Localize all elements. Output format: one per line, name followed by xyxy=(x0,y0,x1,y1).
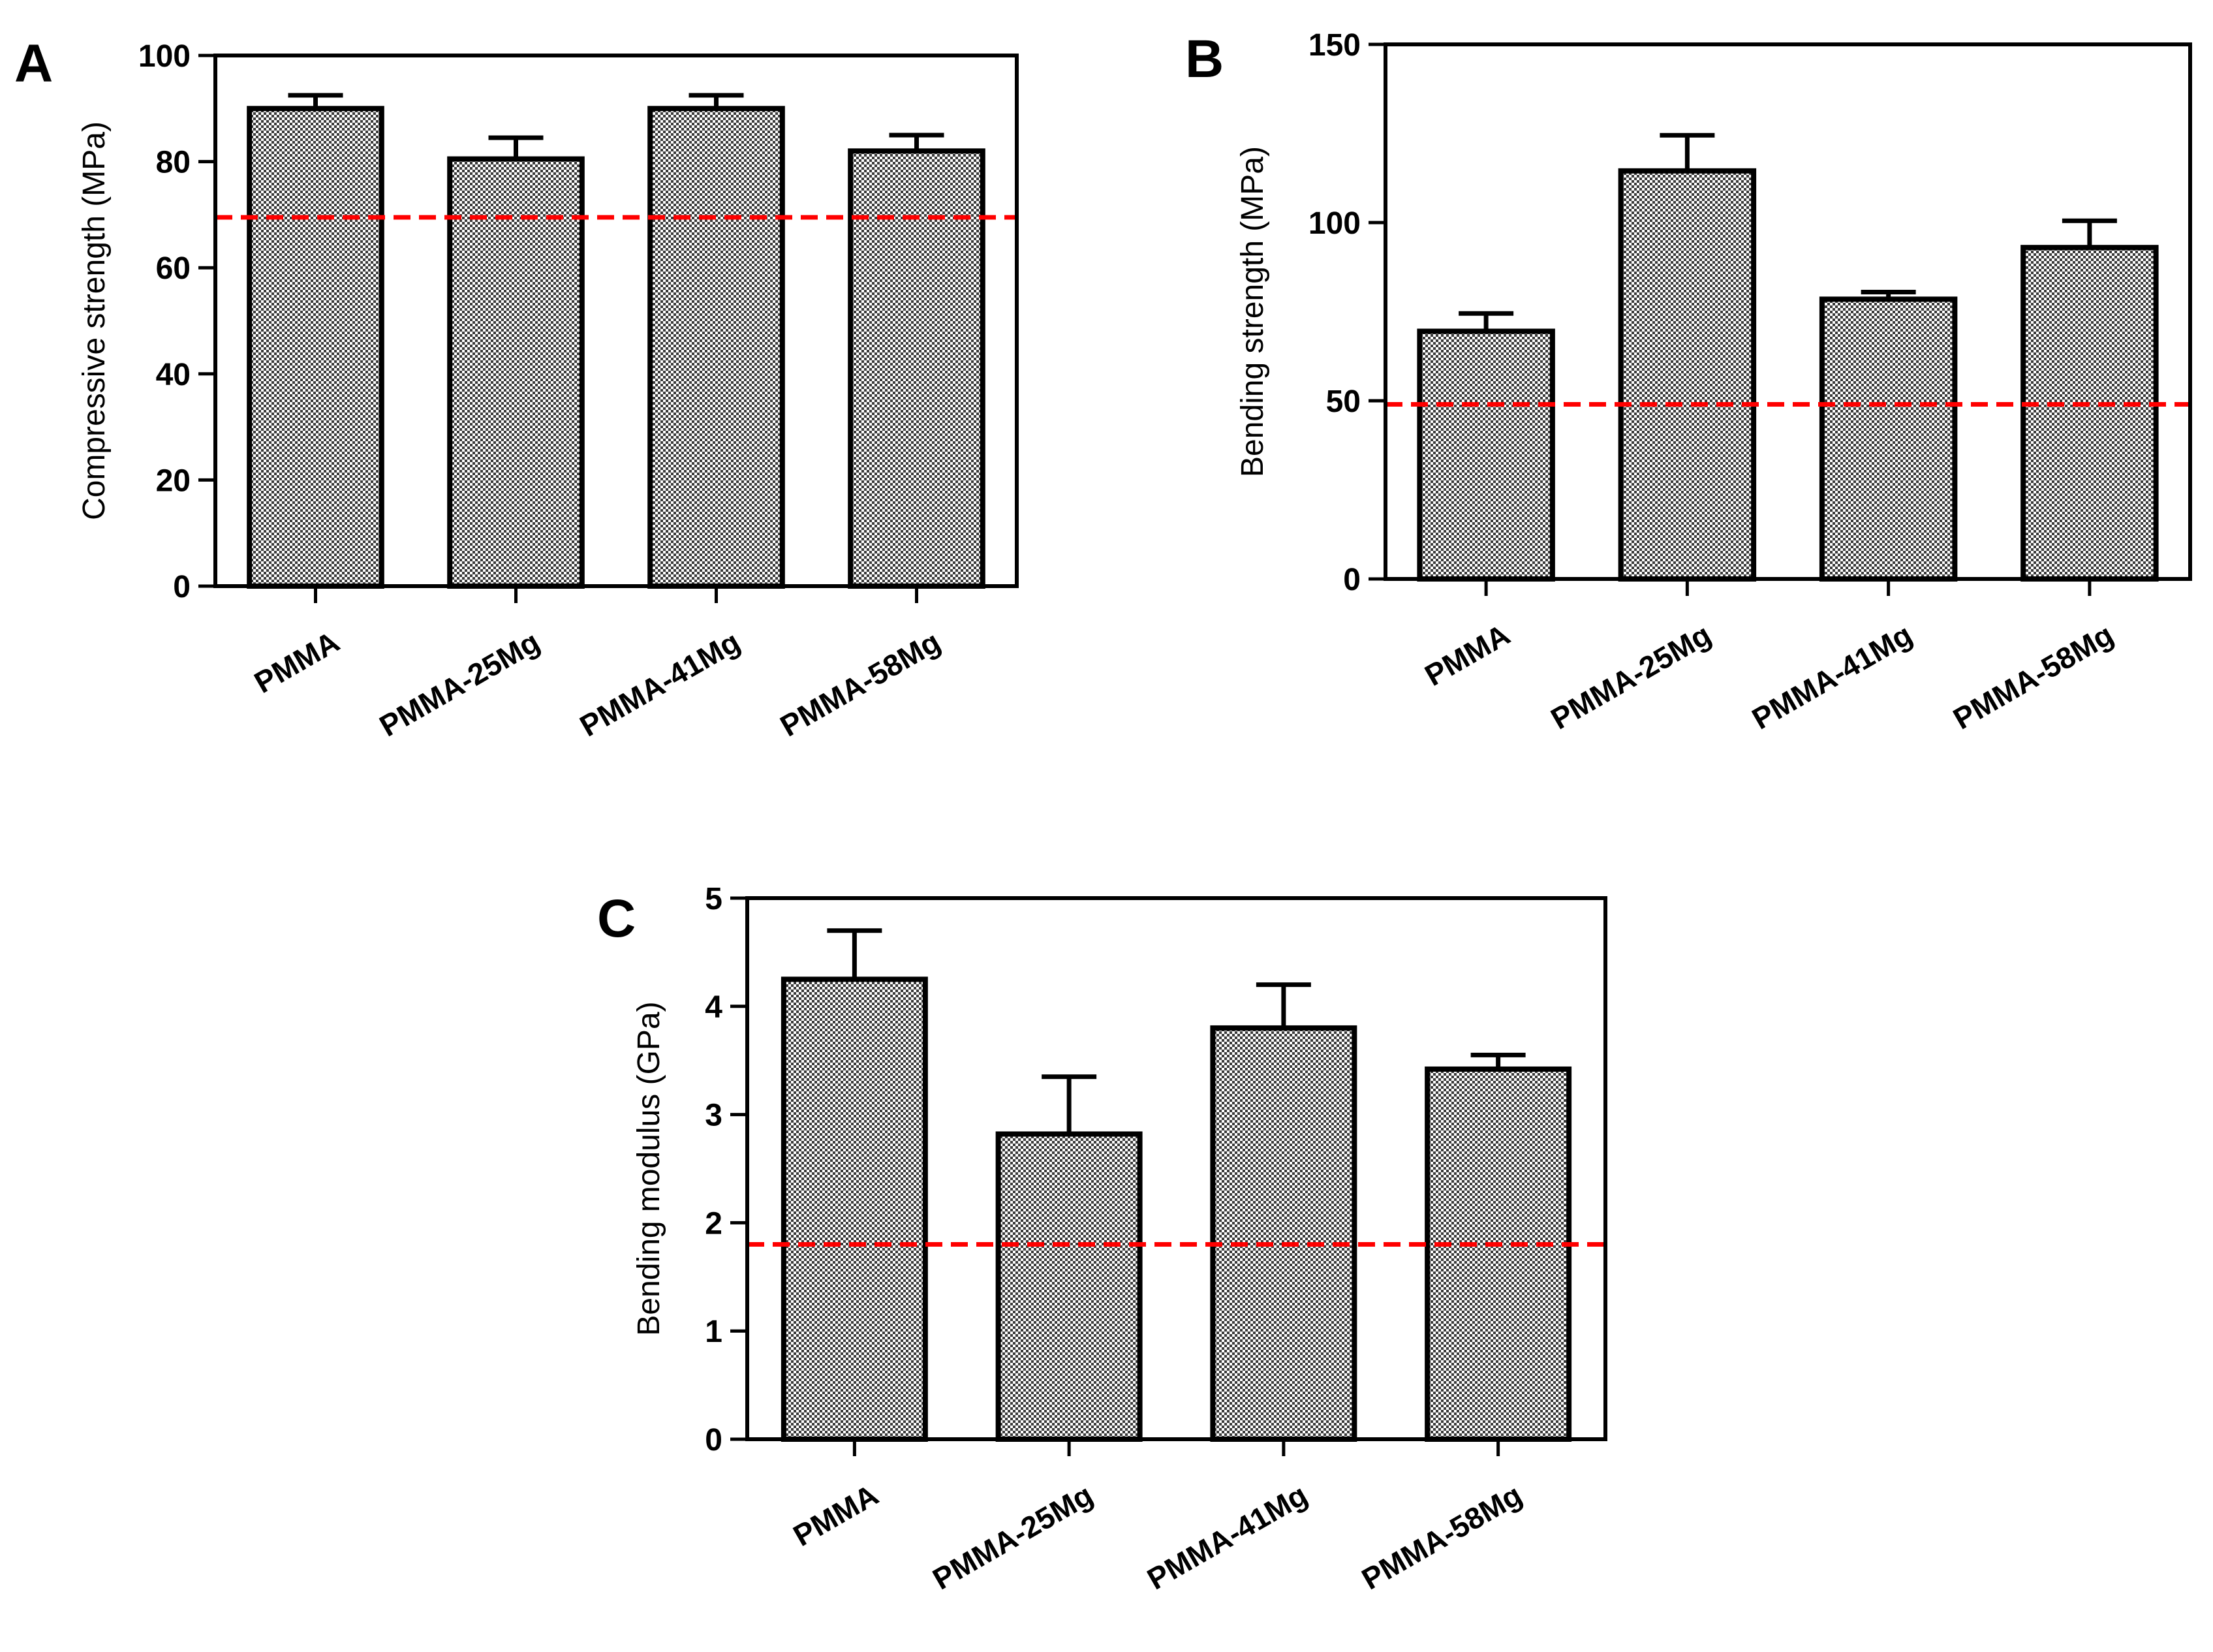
x-tick-label: PMMA-58Mg xyxy=(1356,1478,1528,1597)
y-tick-label: 2 xyxy=(705,1206,722,1241)
y-tick-label: 150 xyxy=(1308,28,1361,63)
y-tick-label: 0 xyxy=(173,570,191,604)
y-tick-label: 5 xyxy=(705,882,722,916)
panel-c: C Bending modulus (GPa) 0 1 2 3 4 5 PMMA PMMA-25M… xyxy=(597,882,1607,1597)
x-tick-label: PMMA-41Mg xyxy=(1746,617,1918,736)
plot-frame xyxy=(745,896,1607,1441)
bar-pmma xyxy=(781,976,928,1442)
y-tick-label: 3 xyxy=(705,1099,722,1133)
y-tick-label: 20 xyxy=(156,463,191,498)
plot-frame xyxy=(1384,42,2192,581)
panel-label: A xyxy=(14,34,53,93)
y-tick-label: 0 xyxy=(705,1423,722,1457)
y-tick-label: 100 xyxy=(1308,206,1361,241)
bar-pmma-41mg xyxy=(1819,296,1958,582)
x-tick-label: PMMA-25Mg xyxy=(927,1478,1098,1597)
y-tick-label: 40 xyxy=(156,358,191,392)
bar-pmma-25mg xyxy=(447,156,585,589)
x-tick-label: PMMA-41Mg xyxy=(1141,1478,1313,1597)
y-tick-label: 1 xyxy=(705,1315,722,1349)
x-tick-label: PMMA xyxy=(788,1478,884,1553)
y-tick-label: 80 xyxy=(156,146,191,180)
bar-pmma xyxy=(1417,328,1555,582)
bar-pmma-25mg xyxy=(995,1131,1143,1442)
x-tick-label: PMMA xyxy=(1419,617,1515,693)
x-tick-label: PMMA-58Mg xyxy=(1947,617,2119,736)
bar-pmma-41mg xyxy=(1210,1025,1357,1442)
y-tick-label: 60 xyxy=(156,251,191,286)
panel-a: A Compressive strength (MPa) 0 20 40 60 80 100 P… xyxy=(14,34,1019,743)
bar-pmma-58mg xyxy=(1425,1066,1572,1442)
y-axis-label: Bending strength (MPa) xyxy=(1235,146,1270,477)
bar-pmma-41mg xyxy=(647,106,785,589)
y-axis-label: Bending modulus (GPa) xyxy=(632,1001,666,1335)
y-tick-label: 4 xyxy=(705,990,722,1025)
bar-pmma-58mg xyxy=(848,148,985,589)
x-tick-label: PMMA-25Mg xyxy=(374,625,546,743)
y-tick-label: 50 xyxy=(1326,384,1361,419)
x-tick-label: PMMA xyxy=(249,625,345,700)
y-axis-label: Compressive strength (MPa) xyxy=(77,121,112,520)
bar-pmma-25mg xyxy=(1618,168,1757,582)
panel-b: B Bending strength (MPa) 0 50 100 150 PMMA PMMA… xyxy=(1185,28,2192,736)
panel-label: C xyxy=(597,889,636,948)
panel-label: B xyxy=(1185,29,1224,89)
y-tick-label: 100 xyxy=(138,39,191,74)
plot-frame xyxy=(213,54,1019,588)
x-tick-label: PMMA-25Mg xyxy=(1545,617,1717,736)
bar-pmma-58mg xyxy=(2020,245,2159,582)
x-tick-label: PMMA-41Mg xyxy=(574,625,746,743)
bar-pmma xyxy=(247,106,384,589)
y-tick-label: 0 xyxy=(1343,563,1361,597)
x-tick-label: PMMA-58Mg xyxy=(775,625,946,743)
